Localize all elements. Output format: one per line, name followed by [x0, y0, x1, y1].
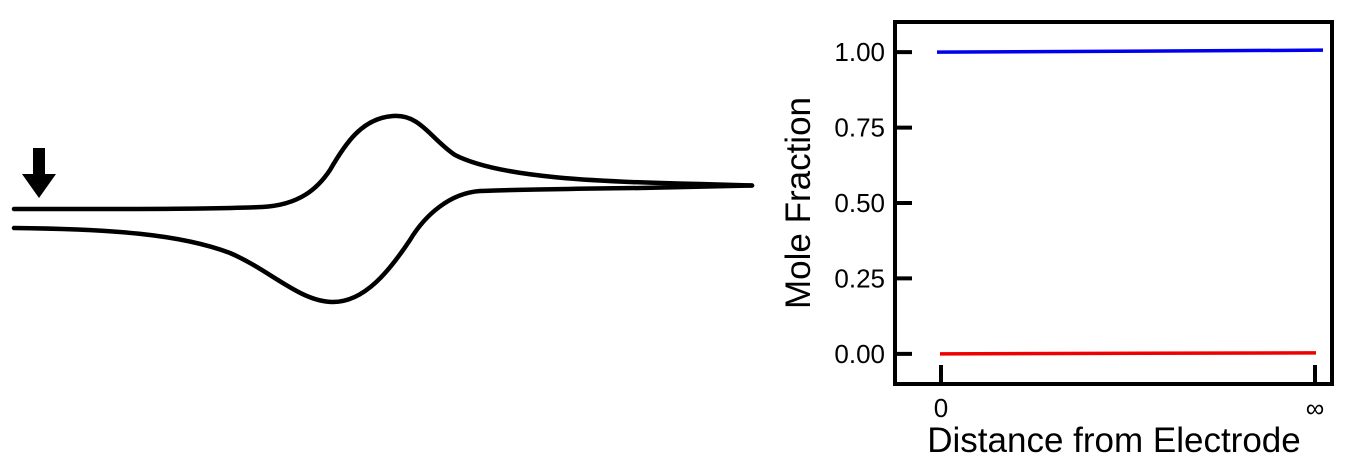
x-axis-title: Distance from Electrode [927, 421, 1300, 456]
down-arrow-icon [22, 148, 56, 198]
x-ticks: 0 ∞ [934, 365, 1325, 423]
y-tick-label: 0.50 [834, 188, 885, 218]
mole-fraction-panel: 0.000.250.500.751.00 0 ∞ Mole Fraction Di… [779, 20, 1334, 456]
series-line-0 [936, 48, 1324, 54]
voltammogram-reverse-sweep [11, 183, 755, 305]
voltammogram-panel [11, 113, 755, 305]
y-tick-label: 1.00 [834, 37, 885, 67]
y-tick-label: 0.75 [834, 113, 885, 143]
x-tick-label: ∞ [1306, 393, 1325, 423]
y-axis-title: Mole Fraction [779, 97, 818, 309]
x-tick-label: 0 [934, 393, 948, 423]
y-tick-label: 0.00 [834, 339, 885, 369]
series-line-1 [939, 351, 1317, 356]
series-layer [936, 48, 1324, 356]
voltammogram-forward-sweep [11, 113, 755, 212]
plot-frame [893, 20, 1334, 386]
y-ticks: 0.00 0.25 0.50 0.75 1.00 [834, 37, 912, 369]
y-tick-label: 0.25 [834, 263, 885, 293]
